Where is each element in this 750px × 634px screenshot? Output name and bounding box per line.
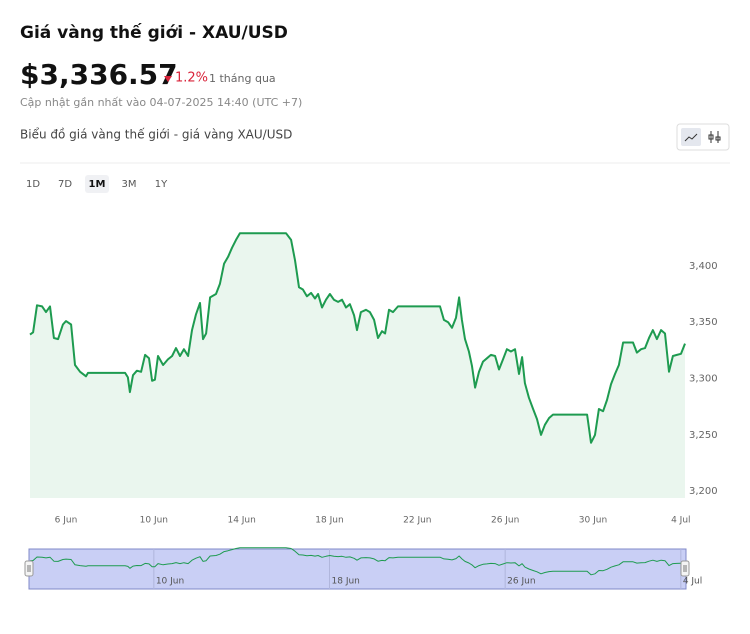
navigator-tick-label: 18 Jun	[332, 577, 360, 587]
y-tick-label: 3,350	[689, 317, 718, 328]
range-button[interactable]: 1D	[26, 179, 40, 190]
y-tick-label: 3,300	[689, 374, 718, 385]
down-arrow	[164, 76, 172, 82]
title: Giá vàng thế giới - XAU/USD	[20, 22, 288, 43]
navigator-handle[interactable]	[680, 560, 690, 577]
navigator-tick-label: 10 Jun	[156, 577, 184, 587]
x-tick-label: 14 Jun	[227, 516, 255, 526]
x-tick-label: 30 Jun	[579, 516, 607, 526]
line-icon-bg[interactable]	[681, 128, 701, 146]
range-button[interactable]: 1M	[89, 179, 106, 190]
y-tick-label: 3,250	[689, 430, 718, 441]
price: $3,336.57	[20, 58, 178, 91]
handle-grip[interactable]	[27, 565, 31, 572]
x-tick-label: 10 Jun	[140, 516, 168, 526]
x-tick-label: 4 Jul	[671, 516, 690, 526]
y-tick-label: 3,400	[689, 261, 718, 272]
x-tick-label: 26 Jun	[491, 516, 519, 526]
x-tick-label: 18 Jun	[315, 516, 343, 526]
handle-grip[interactable]	[683, 565, 687, 572]
range-selected-bg[interactable]	[85, 175, 109, 193]
range-button[interactable]: 7D	[58, 179, 72, 190]
range-button[interactable]: 3M	[122, 179, 137, 190]
y-tick-label: 3,200	[689, 486, 718, 497]
navigator-handle[interactable]	[24, 560, 34, 577]
change: 1.2%	[175, 71, 208, 86]
price-line	[29, 547, 686, 576]
candle-icon[interactable]	[708, 131, 721, 143]
period: 1 tháng qua	[209, 72, 276, 85]
price-line	[29, 232, 686, 444]
x-tick-label: 22 Jun	[403, 516, 431, 526]
navigator-tick-label: 26 Jun	[507, 577, 535, 587]
range-button[interactable]: 1Y	[155, 179, 168, 190]
chart-title: Biểu đồ giá vàng thế giới - giá vàng XAU…	[20, 128, 292, 142]
line-icon[interactable]	[684, 133, 698, 142]
updated: Cập nhật gần nhất vào 04-07-2025 14:40 (…	[20, 96, 302, 109]
area	[30, 233, 685, 498]
x-tick-label: 6 Jun	[55, 516, 78, 526]
navigator-tick-label: 4 Jul	[683, 577, 702, 587]
